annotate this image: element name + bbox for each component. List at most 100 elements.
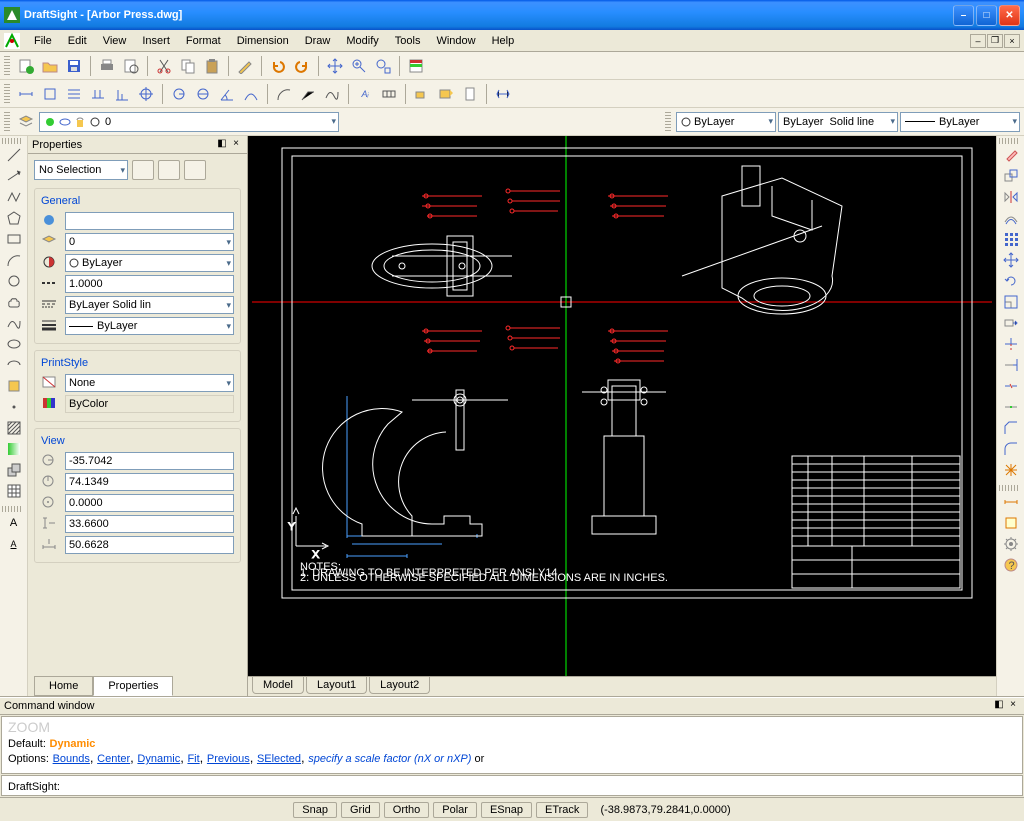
opt-previous[interactable]: Previous xyxy=(207,753,250,765)
dim-radius-button[interactable] xyxy=(168,83,190,105)
mdi-close-button[interactable]: × xyxy=(1004,34,1020,48)
cmdwin-pin-button[interactable]: ◧ xyxy=(992,699,1006,713)
offset-button[interactable] xyxy=(1000,208,1022,228)
status-ortho-button[interactable]: Ortho xyxy=(384,802,430,818)
simplenote-button[interactable]: A xyxy=(3,534,25,554)
text-button[interactable]: Aᵢ xyxy=(354,83,376,105)
toolbar-grip[interactable] xyxy=(4,84,10,104)
toolbar-grip[interactable] xyxy=(999,485,1019,491)
mdi-restore-button[interactable]: ❐ xyxy=(987,34,1003,48)
opt-fit[interactable]: Fit xyxy=(187,753,199,765)
maximize-button[interactable]: □ xyxy=(976,5,997,26)
note-button[interactable]: A xyxy=(3,513,25,533)
color-field[interactable]: ByLayer xyxy=(65,254,234,272)
view-x-field[interactable]: -35.7042 xyxy=(65,452,234,470)
extend-button[interactable] xyxy=(1000,355,1022,375)
tab-home[interactable]: Home xyxy=(34,676,93,696)
paste-button[interactable] xyxy=(201,55,223,77)
spline-button[interactable] xyxy=(321,83,343,105)
mdi-minimize-button[interactable]: – xyxy=(970,34,986,48)
opt-dynamic[interactable]: Dynamic xyxy=(137,753,180,765)
cut-button[interactable] xyxy=(153,55,175,77)
stretch-button[interactable] xyxy=(1000,313,1022,333)
print-button[interactable] xyxy=(96,55,118,77)
open-button[interactable] xyxy=(39,55,61,77)
dim-center-button[interactable] xyxy=(135,83,157,105)
polyline-button[interactable] xyxy=(3,187,25,207)
polygon-button[interactable] xyxy=(3,208,25,228)
move-button[interactable] xyxy=(1000,250,1022,270)
selection-dropdown[interactable]: No Selection xyxy=(34,160,128,180)
fillet-button[interactable] xyxy=(1000,439,1022,459)
region-button[interactable] xyxy=(3,460,25,480)
linescale-field[interactable]: 1.0000 xyxy=(65,275,234,293)
arc-button[interactable] xyxy=(273,83,295,105)
quickselect-button[interactable] xyxy=(132,160,154,180)
dim-continue-button[interactable] xyxy=(87,83,109,105)
cmdwin-close-button[interactable]: × xyxy=(1006,699,1020,713)
lineweight-dropdown[interactable]: ByLayer xyxy=(900,112,1020,132)
new-button[interactable] xyxy=(15,55,37,77)
erase-button[interactable] xyxy=(1000,145,1022,165)
dim-linear-button[interactable] xyxy=(15,83,37,105)
redo-button[interactable] xyxy=(291,55,313,77)
menu-view[interactable]: View xyxy=(95,33,135,49)
dim-textedit-button[interactable] xyxy=(435,83,457,105)
layer-manager-button[interactable] xyxy=(15,111,37,133)
leader-button[interactable] xyxy=(297,83,319,105)
panel-pin-button[interactable]: ◧ xyxy=(215,138,229,152)
opt-bounds[interactable]: Bounds xyxy=(53,753,90,765)
selectfilter-button[interactable] xyxy=(158,160,180,180)
zoom-extents-button[interactable] xyxy=(372,55,394,77)
opt-center[interactable]: Center xyxy=(97,753,130,765)
tab-layout1[interactable]: Layout1 xyxy=(306,677,367,694)
dim-aligned-button[interactable] xyxy=(39,83,61,105)
arc-draw-button[interactable] xyxy=(3,250,25,270)
array-button[interactable] xyxy=(1000,229,1022,249)
printstyle-field[interactable]: None xyxy=(65,374,234,392)
dim-baseline-button[interactable] xyxy=(63,83,85,105)
toolbar-grip[interactable] xyxy=(4,56,10,76)
dim-arclength-button[interactable] xyxy=(240,83,262,105)
menu-format[interactable]: Format xyxy=(178,33,229,49)
menu-modify[interactable]: Modify xyxy=(338,33,386,49)
scale-button[interactable] xyxy=(1000,292,1022,312)
menu-dimension[interactable]: Dimension xyxy=(229,33,297,49)
color-dropdown[interactable]: ByLayer xyxy=(676,112,776,132)
dim-angular-button[interactable] xyxy=(216,83,238,105)
tab-properties[interactable]: Properties xyxy=(93,676,173,696)
opt-selected[interactable]: SElected xyxy=(257,753,301,765)
revcloud-button[interactable] xyxy=(3,292,25,312)
toolbar-grip[interactable] xyxy=(2,138,22,144)
layer-field[interactable]: 0 xyxy=(65,233,234,251)
menu-window[interactable]: Window xyxy=(428,33,483,49)
pickadd-button[interactable] xyxy=(184,160,206,180)
line-button[interactable] xyxy=(3,145,25,165)
table-button[interactable] xyxy=(3,481,25,501)
layer-dropdown[interactable]: 0 xyxy=(39,112,339,132)
status-snap-button[interactable]: Snap xyxy=(293,802,337,818)
dim-update-button[interactable] xyxy=(492,83,514,105)
distance-button[interactable] xyxy=(1000,492,1022,512)
join-button[interactable] xyxy=(1000,397,1022,417)
tab-model[interactable]: Model xyxy=(252,677,304,694)
options-button[interactable] xyxy=(1000,534,1022,554)
toolbar-grip[interactable] xyxy=(665,112,671,132)
zoom-window-button[interactable] xyxy=(348,55,370,77)
tolerance-button[interactable] xyxy=(378,83,400,105)
view-y-field[interactable]: 74.1349 xyxy=(65,473,234,491)
view-h-field[interactable]: 33.6600 xyxy=(65,515,234,533)
minimize-button[interactable]: – xyxy=(953,5,974,26)
menu-help[interactable]: Help xyxy=(484,33,523,49)
trim-button[interactable] xyxy=(1000,334,1022,354)
status-grid-button[interactable]: Grid xyxy=(341,802,380,818)
drawing-canvas[interactable]: Y X xyxy=(248,136,996,676)
dim-diameter-button[interactable] xyxy=(192,83,214,105)
pencil-button[interactable] xyxy=(234,55,256,77)
linestyle-dropdown[interactable]: ByLayer Solid line xyxy=(778,112,898,132)
toolbar-grip[interactable] xyxy=(2,506,22,512)
ellipsearc-button[interactable] xyxy=(3,355,25,375)
menu-draw[interactable]: Draw xyxy=(297,33,339,49)
command-input[interactable]: DraftSight: xyxy=(1,775,1023,796)
status-esnap-button[interactable]: ESnap xyxy=(481,802,532,818)
